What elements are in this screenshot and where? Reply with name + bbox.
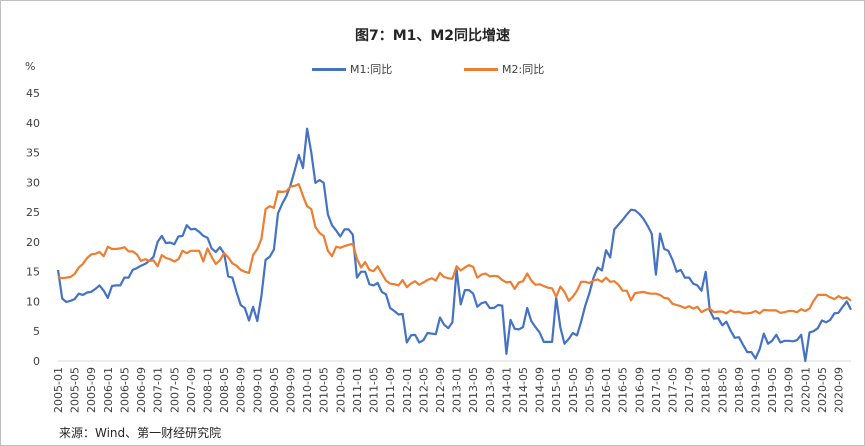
x-tick-label: 2012-05: [417, 367, 430, 413]
x-tick-label: 2014-05: [517, 367, 530, 413]
x-tick-label: 2010-09: [334, 367, 347, 413]
chart-title: 图7：M1、M2同比增速: [354, 28, 511, 44]
x-tick-label: 2009-09: [285, 367, 298, 413]
x-tick-label: 2019-05: [766, 367, 779, 413]
x-tick-label: 2006-05: [118, 367, 131, 413]
y-tick-label: 25: [26, 206, 40, 219]
x-tick-label: 2019-09: [783, 367, 796, 413]
legend-label-m2: M2:同比: [502, 63, 545, 76]
x-tick-label: 2008-01: [201, 367, 214, 413]
x-tick-label: 2010-01: [301, 367, 314, 413]
x-tick-label: 2007-01: [152, 367, 165, 413]
x-tick-label: 2005-09: [85, 367, 98, 413]
x-tick-label: 2007-09: [185, 367, 198, 413]
legend-item-m1: M1:同比: [312, 61, 392, 77]
y-tick-label: 0: [33, 355, 40, 368]
x-tick-label: 2016-05: [617, 367, 630, 413]
y-tick-label: 15: [26, 266, 40, 279]
y-axis: 0 5 10 15 20 25 30 35 40 45: [26, 87, 40, 368]
legend-swatch-m1: [312, 67, 346, 71]
y-axis-unit: %: [25, 60, 36, 73]
x-tick-label: 2020-09: [833, 367, 846, 413]
y-tick-label: 20: [26, 236, 40, 249]
y-tick-label: 30: [26, 176, 40, 189]
x-tick-label: 2015-05: [567, 367, 580, 413]
x-tick-label: 2018-05: [716, 367, 729, 413]
x-tick-label: 2015-01: [550, 367, 563, 413]
x-tick-label: 2008-05: [218, 367, 231, 413]
y-tick-label: 35: [26, 147, 40, 160]
x-tick-label: 2006-09: [135, 367, 148, 413]
legend-item-m2: M2:同比: [464, 61, 544, 77]
x-tick-label: 2005-01: [52, 367, 65, 413]
series-line-m1: [56, 127, 852, 363]
x-tick-label: 2017-01: [650, 367, 663, 413]
x-tick-label: 2005-05: [69, 367, 82, 413]
y-tick-label: 5: [33, 325, 40, 338]
x-tick-label: 2017-09: [683, 367, 696, 413]
x-tick-label: 2011-05: [368, 367, 381, 413]
legend-label-m1: M1:同比: [350, 63, 393, 76]
x-tick-label: 2016-01: [600, 367, 613, 413]
y-tick-label: 10: [26, 295, 40, 308]
legend-swatch-m2: [464, 67, 498, 71]
x-tick-label: 2006-01: [102, 367, 115, 413]
y-tick-label: 45: [26, 87, 40, 100]
x-tick-label: 2018-09: [733, 367, 746, 413]
series-line-m2: [57, 183, 852, 315]
x-tick-label: 2013-09: [484, 367, 497, 413]
x-tick-label: 2009-05: [268, 367, 281, 413]
x-tick-label: 2017-05: [666, 367, 679, 413]
x-tick-label: 2018-01: [700, 367, 713, 413]
x-tick-label: 2008-09: [235, 367, 248, 413]
x-tick-label: 2020-01: [799, 367, 812, 413]
x-tick-label: 2011-09: [384, 367, 397, 413]
x-tick-label: 2014-09: [534, 367, 547, 413]
x-tick-label: 2011-01: [351, 367, 364, 413]
y-tick-label: 40: [26, 117, 40, 130]
x-tick-label: 2009-01: [251, 367, 264, 413]
x-tick-label: 2016-09: [633, 367, 646, 413]
x-tick-label: 2015-09: [583, 367, 596, 413]
x-tick-label: 2013-01: [451, 367, 464, 413]
x-tick-label: 2019-01: [750, 367, 763, 413]
series-layer: [56, 127, 852, 363]
x-tick-label: 2012-09: [434, 367, 447, 413]
source-note: 来源：Wind、第一财经研究院: [59, 426, 222, 440]
x-tick-label: 2014-01: [500, 367, 513, 413]
x-tick-label: 2012-01: [401, 367, 414, 413]
x-axis: 2005-01 2005-05 2005-09 2006-01 2006-05 2006-…: [52, 367, 846, 413]
x-tick-label: 2013-05: [467, 367, 480, 413]
x-tick-label: 2020-05: [816, 367, 829, 413]
x-tick-label: 2007-05: [168, 367, 181, 413]
x-tick-label: 2010-05: [318, 367, 331, 413]
